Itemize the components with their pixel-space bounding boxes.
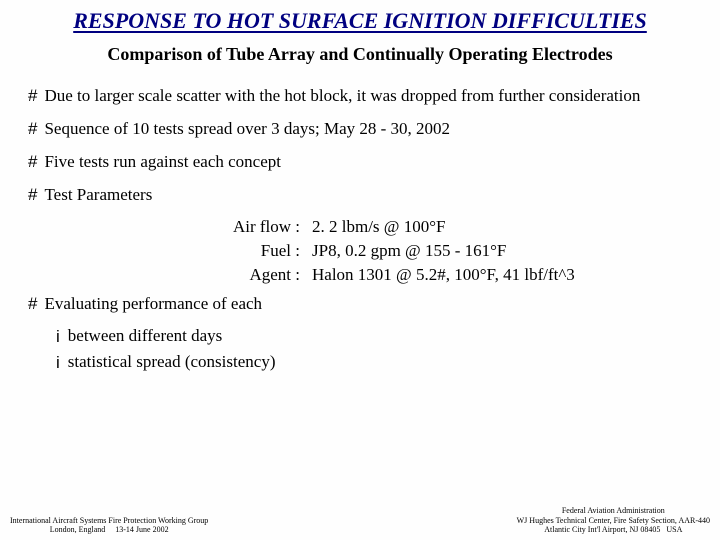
sub-bullet-icon: i — [56, 352, 60, 374]
hash-icon: # — [28, 151, 37, 173]
bullet-text: Test Parameters — [44, 184, 152, 207]
footer-left: International Aircraft Systems Fire Prot… — [10, 516, 208, 534]
param-label: Air flow : — [208, 217, 308, 237]
bullet-text: Five tests run against each concept — [44, 151, 281, 174]
bullet-item: # Test Parameters — [28, 184, 692, 207]
table-row: Fuel : JP8, 0.2 gpm @ 155 - 161°F — [208, 241, 692, 261]
param-value: Halon 1301 @ 5.2#, 100°F, 41 lbf/ft^3 — [308, 265, 575, 285]
footer-text: Atlantic City Int'l Airport, NJ 08405 US… — [517, 525, 710, 534]
slide-body: # Due to larger scale scatter with the h… — [0, 65, 720, 374]
hash-icon: # — [28, 118, 37, 140]
param-label: Agent : — [208, 265, 308, 285]
param-label: Fuel : — [208, 241, 308, 261]
sub-bullet-text: between different days — [68, 326, 223, 346]
bullet-text: Evaluating performance of each — [44, 293, 262, 316]
sub-bullet-item: i statistical spread (consistency) — [56, 352, 692, 374]
bullet-item: # Sequence of 10 tests spread over 3 day… — [28, 118, 692, 141]
footer-text: London, England 13-14 June 2002 — [10, 525, 208, 534]
bullet-text: Sequence of 10 tests spread over 3 days;… — [44, 118, 450, 141]
slide-subtitle: Comparison of Tube Array and Continually… — [0, 44, 720, 65]
sub-bullet-item: i between different days — [56, 326, 692, 348]
bullet-item: # Evaluating performance of each — [28, 293, 692, 316]
hash-icon: # — [28, 85, 37, 107]
sub-bullet-text: statistical spread (consistency) — [68, 352, 276, 372]
hash-icon: # — [28, 293, 37, 315]
footer-text: WJ Hughes Technical Center, Fire Safety … — [517, 516, 710, 525]
table-row: Air flow : 2. 2 lbm/s @ 100°F — [208, 217, 692, 237]
bullet-item: # Five tests run against each concept — [28, 151, 692, 174]
footer-text: International Aircraft Systems Fire Prot… — [10, 516, 208, 525]
footer-right: Federal Aviation Administration WJ Hughe… — [517, 506, 710, 534]
hash-icon: # — [28, 184, 37, 206]
param-value: 2. 2 lbm/s @ 100°F — [308, 217, 445, 237]
table-row: Agent : Halon 1301 @ 5.2#, 100°F, 41 lbf… — [208, 265, 692, 285]
bullet-text: Due to larger scale scatter with the hot… — [44, 85, 640, 108]
bullet-item: # Due to larger scale scatter with the h… — [28, 85, 692, 108]
param-value: JP8, 0.2 gpm @ 155 - 161°F — [308, 241, 506, 261]
slide-footer: International Aircraft Systems Fire Prot… — [0, 506, 720, 534]
sub-bullet-list: i between different days i statistical s… — [56, 326, 692, 374]
footer-text: Federal Aviation Administration — [517, 506, 710, 515]
sub-bullet-icon: i — [56, 326, 60, 348]
slide-title: RESPONSE TO HOT SURFACE IGNITION DIFFICU… — [0, 0, 720, 34]
parameters-table: Air flow : 2. 2 lbm/s @ 100°F Fuel : JP8… — [208, 217, 692, 285]
